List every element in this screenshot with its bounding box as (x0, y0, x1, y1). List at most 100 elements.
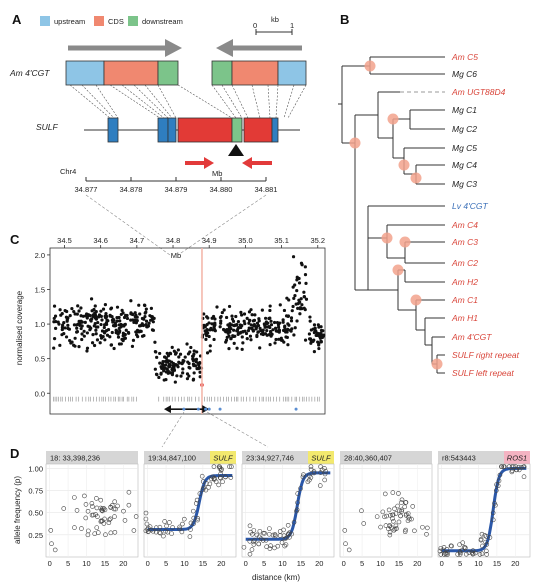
allele-point (393, 523, 399, 529)
coverage-point (66, 326, 70, 331)
coverage-point (241, 330, 245, 334)
coverage-point (191, 354, 195, 358)
coverage-point (63, 309, 67, 313)
coverage-point (104, 312, 108, 316)
allele-point (300, 474, 306, 480)
scale-bar-kb-label: kb (271, 15, 279, 24)
coverage-point (304, 297, 309, 301)
coverage-point (100, 318, 104, 322)
allele-point (402, 504, 407, 510)
allele-point (267, 526, 272, 531)
coverage-point (92, 324, 96, 328)
allele-point (322, 477, 327, 483)
phylogenetic-tree: Am C5 Mg C6 Am UGT88D4 Mg C1 Mg C2 Mg C5 Mg C4… (338, 52, 520, 378)
coverage-point (265, 328, 269, 333)
chr4-axis (85, 177, 267, 182)
allele-point (387, 523, 392, 528)
coverage-point (257, 317, 261, 321)
coverage-point (249, 338, 253, 342)
coverage-point (316, 323, 320, 327)
coverage-point (195, 350, 199, 354)
allele-point (420, 524, 425, 530)
allele-point (95, 514, 100, 519)
allele-point (298, 486, 303, 491)
coverage-point (115, 329, 119, 333)
coverage-blue-marker (218, 407, 222, 411)
allele-point (318, 470, 323, 475)
allele-point (158, 530, 163, 536)
coverage-point (92, 343, 97, 348)
coverage-point (143, 311, 147, 315)
allele-point (207, 481, 213, 487)
coverage-point (266, 321, 270, 325)
coverage-point (293, 294, 297, 298)
coverage-point (153, 340, 157, 344)
coverage-point (96, 315, 101, 319)
coverage-point (268, 308, 272, 313)
coverage-point (292, 333, 296, 337)
allele-x-tick-label: 15 (297, 559, 305, 568)
coverage-point (155, 355, 159, 359)
coverage-point (245, 316, 249, 320)
tree-node-marker (399, 236, 411, 248)
coverage-point (221, 327, 226, 332)
coverage-point (239, 325, 243, 330)
allele-point (308, 467, 314, 472)
coverage-point (225, 315, 229, 320)
coverage-point (319, 331, 323, 336)
allele-point (99, 507, 105, 513)
coverage-x-tick-label: 35.2 (310, 236, 325, 245)
allele-point (493, 488, 499, 493)
allele-point (112, 499, 117, 504)
allele-point (399, 509, 404, 514)
coverage-point (166, 354, 171, 358)
allele-point (490, 510, 496, 516)
coverage-point (101, 307, 106, 311)
allele-point (126, 502, 132, 508)
allele-x-tick-label: 15 (199, 559, 207, 568)
coverage-point (76, 304, 80, 308)
allele-point (194, 497, 200, 503)
allele-point (308, 464, 314, 469)
allele-point (484, 552, 489, 557)
allele-point (466, 550, 472, 555)
coverage-point (94, 314, 98, 318)
scale-bar-start: 0 (253, 21, 257, 30)
coverage-point (241, 341, 245, 345)
allele-panel-header-label: r8:543443 (442, 454, 476, 463)
coverage-point (108, 335, 112, 339)
coverage-blue-marker (196, 407, 200, 411)
coverage-point (303, 338, 308, 342)
coverage-point (235, 346, 239, 350)
coverage-point (137, 303, 141, 307)
allele-point (72, 495, 77, 500)
coverage-point (246, 329, 251, 333)
coverage-point (90, 341, 95, 345)
allele-point (153, 529, 159, 535)
coverage-point (267, 316, 271, 321)
allele-point (403, 500, 408, 505)
allele-point (390, 490, 396, 495)
coverage-point (132, 320, 136, 324)
coverage-point (119, 342, 123, 346)
allele-point (89, 501, 95, 506)
coverage-point (166, 369, 170, 373)
tree-leaf-label: Mg C1 (452, 105, 477, 115)
coverage-point (234, 323, 238, 327)
allele-point (263, 537, 269, 543)
coverage-point (167, 365, 172, 369)
coverage-point (261, 332, 265, 337)
coverage-point (290, 309, 294, 313)
coverage-point (136, 335, 140, 339)
coverage-x-tick-label: 34.8 (166, 236, 181, 245)
allele-point (251, 542, 257, 547)
allele-point (478, 537, 484, 543)
coverage-y-tick-label: 1.5 (35, 286, 45, 295)
coverage-x-tick-label: 34.5 (57, 236, 72, 245)
coverage-point (247, 321, 251, 325)
coverage-point (129, 318, 133, 322)
coverage-point (94, 332, 98, 336)
allele-point (108, 504, 113, 510)
allele-point (407, 516, 412, 522)
allele-point (387, 532, 393, 538)
